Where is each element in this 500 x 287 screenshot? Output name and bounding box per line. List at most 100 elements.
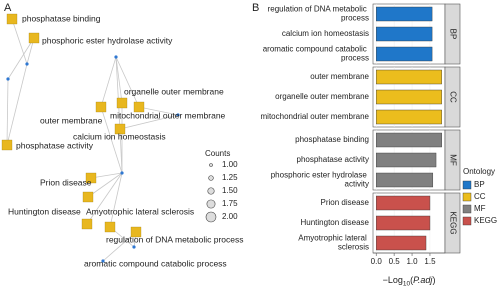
y-tick-label: phosphatase binding (295, 135, 369, 144)
term-node (81, 218, 93, 230)
x-axis-title-part: 10 (403, 280, 411, 287)
size-legend-label: 1.50 (222, 186, 238, 195)
gene-node (25, 62, 29, 66)
label-line: regulation of DNA metabolic (268, 5, 369, 14)
bar (376, 235, 427, 251)
bar (376, 215, 431, 231)
label-line: activity (345, 180, 369, 189)
y-tick-label: aromatic compound catabolic process (263, 45, 369, 63)
legend-key (462, 204, 472, 214)
label-line: sclerosis (338, 243, 369, 252)
term-node (95, 101, 107, 113)
term-node (85, 172, 97, 184)
term-node (1, 139, 13, 151)
facet-label: KEGG (448, 211, 457, 234)
edge (109, 172, 123, 228)
bar (376, 132, 442, 148)
bar (376, 69, 442, 85)
size-legend-label: 1.75 (222, 199, 238, 208)
y-tick-label: outer membrane (310, 72, 369, 81)
edge (6, 78, 9, 146)
edge (102, 231, 137, 262)
edge (119, 128, 123, 174)
bar (376, 6, 433, 22)
gene-node (101, 259, 105, 263)
legend-label: CC (474, 192, 486, 201)
node-label: phosphatase binding (22, 13, 101, 23)
term-node (82, 191, 94, 203)
legend-key (462, 180, 472, 190)
label-line: Amyotrophic lateral (298, 234, 369, 243)
edge (86, 172, 123, 225)
x-tick-label: 1.5 (424, 257, 436, 266)
y-tick-label: Amyotrophic lateral sclerosis (298, 234, 369, 252)
facet-strip (444, 192, 461, 254)
x-axis-title: −Log10(P.adj) (383, 275, 436, 287)
x-tick-label: 0.0 (371, 257, 383, 266)
node-label: outer membrane (40, 115, 103, 125)
legend-key (462, 216, 472, 226)
size-legend-key (206, 199, 216, 209)
node-label: regulation of DNA metabolic process (106, 234, 244, 244)
size-legend-key (209, 163, 213, 167)
gene-node (114, 55, 118, 59)
label-line: process (341, 14, 369, 23)
edge (90, 172, 123, 179)
edge (6, 63, 28, 146)
x-axis-title-part: ( (410, 275, 413, 285)
node-label: phosphatase activity (16, 140, 94, 150)
node-label: phosphoric ester hydrolase activity (42, 35, 173, 45)
bar (376, 89, 442, 105)
label-line: phosphoric ester hydrolase (271, 171, 369, 180)
edge (115, 56, 123, 104)
node-label: Amyotrophic lateral sclerosis (86, 206, 194, 216)
edge (100, 56, 117, 108)
facet-label: CC (448, 91, 457, 103)
x-axis-title-part: P.adj (413, 275, 433, 285)
facet-label: MF (448, 154, 457, 166)
bar (376, 109, 442, 125)
panel-label: B (252, 2, 259, 14)
x-axis-title-part: −Log (383, 275, 403, 285)
size-legend-title: Counts (205, 149, 230, 158)
legend-label: MF (474, 204, 486, 213)
y-tick-label: calcium ion homeostasis (282, 29, 369, 38)
size-legend-key (205, 211, 217, 223)
node-label: calcium ion homeostasis (73, 131, 166, 141)
size-legend-key (208, 175, 214, 181)
term-node (28, 32, 40, 44)
edge (100, 106, 123, 174)
node-label: mitochondrial outer membrane (110, 110, 226, 120)
size-legend-label: 2.00 (222, 212, 238, 221)
term-node (133, 101, 145, 113)
gene-node (176, 113, 180, 117)
y-tick-label: regulation of DNA metabolic process (268, 5, 369, 23)
size-legend-key (207, 187, 215, 195)
node-label: aromatic compound catabolic process (84, 258, 227, 268)
y-tick-label: Prion disease (321, 198, 370, 207)
facet-label: BP (448, 29, 457, 40)
legend-key (462, 192, 472, 202)
edge (87, 172, 123, 198)
facet-strip (444, 66, 461, 128)
facet-strip (444, 129, 461, 191)
edge (115, 56, 121, 130)
term-node (114, 123, 126, 135)
bar (376, 195, 431, 211)
y-tick-label: Huntington disease (301, 218, 370, 227)
edge (7, 37, 35, 80)
node-label: organelle outer membrane (124, 86, 224, 96)
y-tick-label: organelle outer membrane (275, 92, 369, 101)
gene-node (132, 245, 136, 249)
node-label: Prion disease (40, 177, 92, 187)
edge (115, 56, 140, 108)
gene-node (6, 77, 10, 81)
legend-label: BP (474, 180, 485, 189)
x-tick-label: 0.5 (389, 257, 401, 266)
legend-label: KEGG (474, 216, 497, 225)
term-node (116, 97, 128, 109)
bar (376, 152, 437, 168)
y-tick-label: phosphoric ester hydrolase activity (271, 171, 369, 189)
node-label: Huntington disease (8, 206, 81, 216)
